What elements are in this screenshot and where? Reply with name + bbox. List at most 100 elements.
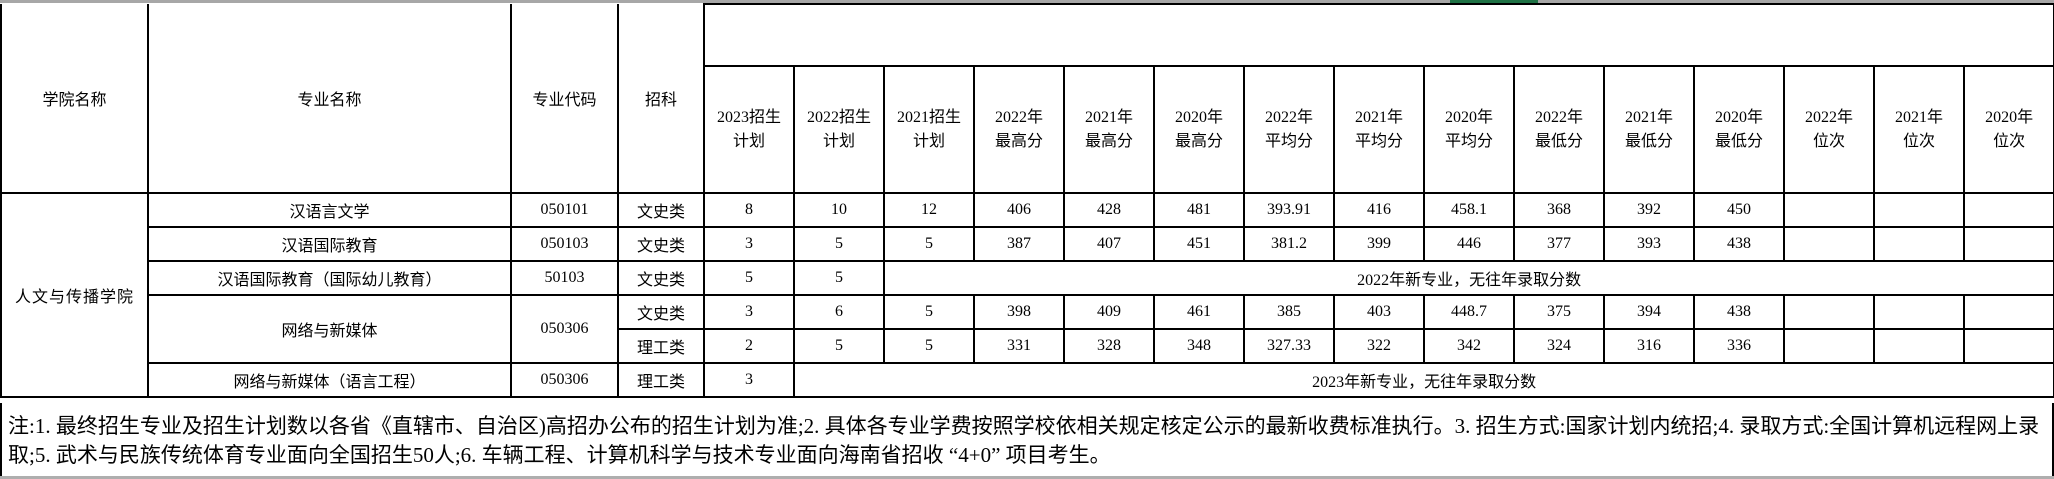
col-header-plan-2023: 2023招生 计划 [703, 65, 795, 194]
header-line: 最低分 [1624, 132, 1673, 150]
cell-value: 5 [793, 260, 885, 296]
cell-subject: 文史类 [617, 294, 705, 330]
cell-value [1783, 294, 1875, 330]
cell-value: 327.33 [1243, 328, 1335, 364]
header-line: 2020年 [1174, 108, 1223, 126]
cell-value: 381.2 [1243, 226, 1335, 262]
cell-value [1873, 294, 1965, 330]
cell-value: 5 [883, 226, 975, 262]
col-header-avg-2021: 2021年 平均分 [1333, 65, 1425, 194]
header-line: 最低分 [1714, 132, 1763, 150]
header-line: 2022招生 [806, 108, 871, 126]
sheet-top-border [0, 0, 2054, 3]
header-line: 最高分 [1084, 132, 1133, 150]
header-line: 计划 [822, 132, 855, 150]
table-row: 汉语国际教育 050103 文史类 3 5 5 387 407 451 381.… [1, 226, 2054, 262]
cell-value: 316 [1603, 328, 1695, 364]
cell-value: 336 [1693, 328, 1785, 364]
cell-value: 392 [1603, 192, 1695, 228]
cell-value: 322 [1333, 328, 1425, 364]
cell-code: 050306 [510, 362, 619, 398]
header-line: 平均分 [1264, 132, 1313, 150]
header-line: 平均分 [1354, 132, 1403, 150]
col-header-max-2021: 2021年 最高分 [1063, 65, 1155, 194]
header-line: 2021年 [1894, 108, 1943, 126]
cell-code: 050101 [510, 192, 619, 228]
col-header-rank-2020: 2020年位次 [1962, 65, 2054, 194]
cell-code: 050306 [510, 294, 619, 364]
cell-value: 5 [793, 226, 885, 262]
cell-subject: 理工类 [617, 362, 705, 398]
header-line: 最高分 [994, 132, 1043, 150]
col-header-plan-2021: 2021招生 计划 [883, 65, 975, 194]
cell-major: 网络与新媒体 [147, 294, 512, 364]
header-line: 2022年 [994, 108, 1043, 126]
cell-value: 5 [703, 260, 795, 296]
cell-value: 458.1 [1423, 192, 1515, 228]
table-row: 人文与传播学院 汉语言文学 050101 文史类 8 10 12 406 428… [0, 192, 2054, 398]
header-line: 位次 [1902, 132, 1935, 150]
header-line: 2021年 [1624, 108, 1673, 126]
header-line: 2020年 [1985, 108, 2034, 126]
cell-major: 网络与新媒体（语言工程） [147, 362, 512, 398]
cell-value: 451 [1153, 226, 1245, 262]
header-line: 2023招生 [716, 108, 781, 126]
cell-value: 446 [1423, 226, 1515, 262]
cell-value: 393 [1603, 226, 1695, 262]
header-line: 最高分 [1174, 132, 1223, 150]
cell-value: 3 [703, 226, 795, 262]
cell-value: 8 [703, 192, 795, 228]
cell-value: 5 [793, 328, 885, 364]
cell-value: 12 [883, 192, 975, 228]
cell-value: 416 [1333, 192, 1425, 228]
cell-value: 387 [973, 226, 1065, 262]
header-row-scores: 2023招生 计划 2022招生 计划 2021招生 计划 2022年最高分 2021… [1, 65, 2054, 194]
cell-value: 328 [1063, 328, 1155, 364]
cell-value: 3 [703, 294, 795, 330]
col-header-code: 专业代码 [510, 4, 619, 194]
cell-new-major-note: 2023年新专业，无往年录取分数 [792, 362, 2054, 398]
cell-value: 5 [883, 328, 975, 364]
cell-subject: 文史类 [617, 260, 705, 296]
cell-major: 汉语国际教育 [147, 226, 512, 262]
table-row: 理工类 2 5 5 331 328 348 327.33 322 342 324… [1, 328, 2054, 364]
table-row: 网络与新媒体（语言工程） 050306 理工类 3 2023年新专业，无往年录取… [1, 362, 2054, 398]
cell-value: 2 [703, 328, 795, 364]
cell-value: 481 [1153, 192, 1245, 228]
header-line: 位次 [1993, 132, 2026, 150]
cell-value: 398 [973, 294, 1065, 330]
cell-value [1873, 192, 1965, 228]
cell-value: 348 [1153, 328, 1245, 364]
cell-value: 324 [1513, 328, 1605, 364]
sheet-bottom-border [0, 476, 2054, 479]
cell-value: 394 [1603, 294, 1695, 330]
cell-value [1962, 328, 2054, 364]
cell-value [1962, 226, 2054, 262]
cell-value: 368 [1513, 192, 1605, 228]
header-line: 2022年 [1804, 108, 1853, 126]
col-header-major: 专业名称 [147, 4, 512, 194]
header-line: 2022年 [1534, 108, 1583, 126]
selection-accent-bar [1450, 0, 1538, 5]
admissions-table: 学院名称 专业名称 专业代码 招科 2023招生 计划 2022招生 计划 2021… [0, 3, 2054, 398]
cell-value: 342 [1423, 328, 1515, 364]
cell-code: 50103 [510, 260, 619, 296]
header-line: 平均分 [1444, 132, 1493, 150]
cell-value: 461 [1153, 294, 1245, 330]
col-header-max-2022: 2022年最高分 [973, 65, 1065, 194]
cell-value: 409 [1063, 294, 1155, 330]
cell-value [1962, 294, 2054, 330]
col-header-college: 学院名称 [0, 4, 149, 194]
col-header-min-2021: 2021年最低分 [1603, 65, 1695, 194]
cell-subject: 文史类 [617, 192, 705, 228]
header-line: 2022年 [1264, 108, 1313, 126]
cell-value: 448.7 [1423, 294, 1515, 330]
col-header-max-2020: 2020年最高分 [1153, 65, 1245, 194]
header-line: 2021招生 [896, 108, 961, 126]
header-line: 最低分 [1534, 132, 1583, 150]
table-row: 汉语国际教育（国际幼儿教育） 50103 文史类 5 5 2022年新专业，无往… [1, 260, 2054, 296]
header-line: 2020年 [1444, 108, 1493, 126]
cell-value: 6 [793, 294, 885, 330]
cell-value: 377 [1513, 226, 1605, 262]
